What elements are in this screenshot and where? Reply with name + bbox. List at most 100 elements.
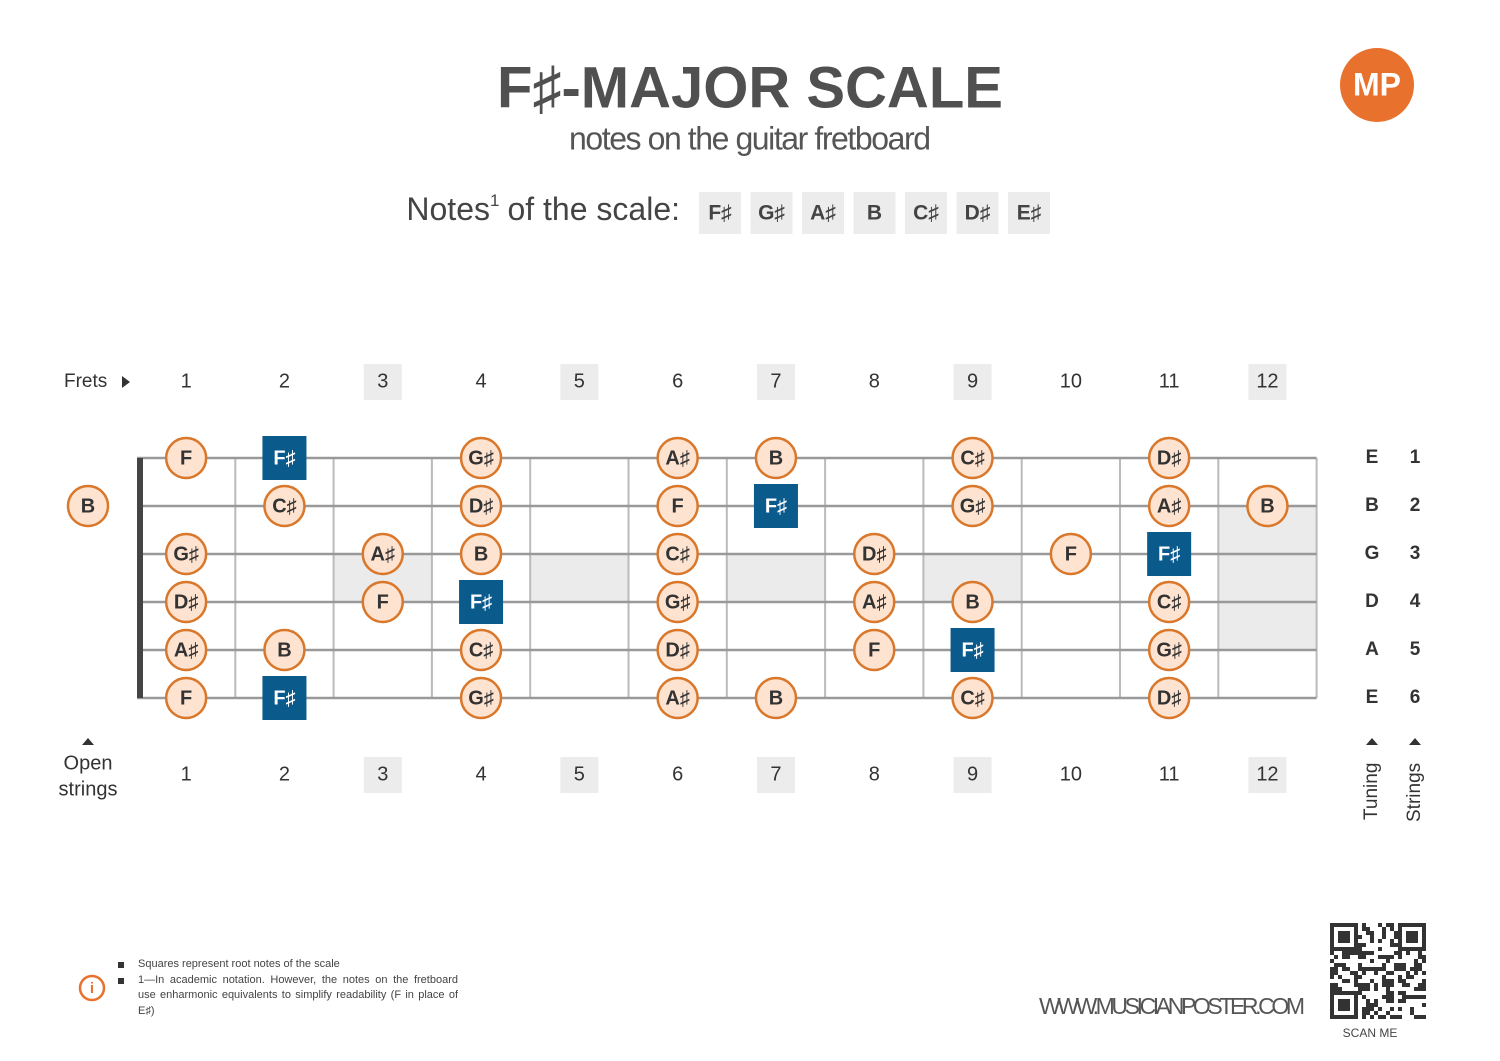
open-label: strings bbox=[59, 778, 118, 800]
qr-cell bbox=[1366, 999, 1370, 1003]
note-label: G♯ bbox=[468, 687, 494, 709]
fret-number-box bbox=[953, 364, 992, 400]
qr-cell bbox=[1406, 983, 1410, 987]
fret-number: 6 bbox=[672, 763, 683, 785]
qr-cell bbox=[1358, 975, 1362, 979]
fret-number-box bbox=[756, 757, 795, 793]
note-circle bbox=[656, 532, 699, 576]
qr-cell bbox=[1422, 1003, 1426, 1007]
qr-cell bbox=[1390, 983, 1394, 987]
note-circle bbox=[853, 628, 896, 672]
qr-cell bbox=[1382, 967, 1386, 971]
qr-cell bbox=[1358, 963, 1362, 967]
note-circle bbox=[951, 436, 994, 480]
qr-cell bbox=[1418, 955, 1422, 959]
note-label: G♯ bbox=[1156, 639, 1182, 661]
qr-cell bbox=[1398, 1007, 1402, 1011]
fret-number: 2 bbox=[279, 763, 290, 785]
qr-cell bbox=[1338, 987, 1342, 991]
note-label: F bbox=[180, 447, 192, 469]
qr-cell bbox=[1410, 967, 1414, 971]
qr-cell bbox=[1422, 987, 1426, 991]
note-circle bbox=[853, 532, 896, 576]
fret-number: 7 bbox=[770, 370, 781, 392]
qr-cell bbox=[1358, 935, 1362, 939]
qr-cell bbox=[1422, 955, 1426, 959]
qr-cell bbox=[1338, 975, 1342, 979]
note-label: B bbox=[277, 639, 291, 661]
qr-cell bbox=[1414, 971, 1418, 975]
qr-cell bbox=[1342, 963, 1346, 967]
qr-cell bbox=[1386, 995, 1390, 999]
fret-number: 4 bbox=[475, 763, 486, 785]
qr-cell bbox=[1422, 959, 1426, 963]
scale-note: G♯ bbox=[758, 202, 785, 225]
fret-number: 5 bbox=[574, 370, 585, 392]
scale-note: C♯ bbox=[913, 202, 939, 225]
qr-cell bbox=[1382, 931, 1386, 935]
qr-cell bbox=[1414, 1015, 1418, 1019]
note-label: G♯ bbox=[960, 495, 986, 517]
qr-cell bbox=[1330, 975, 1334, 979]
qr-cell bbox=[1398, 999, 1402, 1003]
note-circle bbox=[459, 484, 503, 528]
qr-cell bbox=[1390, 979, 1394, 983]
fret-number: 9 bbox=[967, 763, 978, 785]
qr-cell bbox=[1414, 987, 1418, 991]
note-circle bbox=[754, 676, 798, 720]
qr-finder bbox=[1398, 923, 1426, 951]
qr-cell bbox=[1334, 955, 1338, 959]
open-arrow bbox=[82, 738, 94, 745]
qr-cell bbox=[1394, 963, 1398, 967]
qr-cell bbox=[1366, 927, 1370, 931]
qr-cell bbox=[1370, 935, 1374, 939]
qr-cell bbox=[1398, 967, 1402, 971]
inlay bbox=[530, 554, 629, 602]
qr-cell bbox=[1386, 983, 1390, 987]
qr-cell bbox=[1374, 1003, 1378, 1007]
qr-cell bbox=[1378, 1007, 1382, 1011]
qr-cell bbox=[1398, 991, 1402, 995]
bullet bbox=[118, 978, 124, 984]
qr-cell bbox=[1342, 979, 1346, 983]
qr-cell bbox=[1346, 955, 1350, 959]
qr-cell bbox=[1406, 975, 1410, 979]
qr-cell bbox=[1382, 983, 1386, 987]
qr-cell bbox=[1402, 963, 1406, 967]
qr-cell bbox=[1414, 963, 1418, 967]
qr-cell bbox=[1382, 1015, 1386, 1019]
qr-cell bbox=[1342, 967, 1346, 971]
qr-cell bbox=[1390, 1007, 1394, 1011]
qr-cell bbox=[1402, 983, 1406, 987]
qr-cell bbox=[1406, 971, 1410, 975]
root-label: F♯ bbox=[273, 447, 295, 469]
qr-cell bbox=[1366, 983, 1370, 987]
note-label: D♯ bbox=[1157, 447, 1181, 469]
qr-cell bbox=[1390, 943, 1394, 947]
qr-cell bbox=[1410, 975, 1414, 979]
qr-cell bbox=[1394, 943, 1398, 947]
qr-cell bbox=[1370, 959, 1374, 963]
qr-cell bbox=[1358, 991, 1362, 995]
qr-cell bbox=[1398, 975, 1402, 979]
qr-cell bbox=[1334, 971, 1338, 975]
side-arrows bbox=[1366, 738, 1421, 745]
qr-cell bbox=[1402, 979, 1406, 983]
qr-cell bbox=[1378, 967, 1382, 971]
qr-cell bbox=[1358, 951, 1362, 955]
inlay bbox=[1218, 506, 1317, 650]
qr-cell bbox=[1362, 983, 1366, 987]
note-label: B bbox=[474, 543, 488, 565]
fret-number: 6 bbox=[672, 370, 683, 392]
note-label: F bbox=[672, 495, 684, 517]
note-circle bbox=[164, 580, 208, 624]
qr-cell bbox=[1350, 971, 1354, 975]
qr-cell bbox=[1334, 967, 1338, 971]
note-label: G♯ bbox=[173, 543, 199, 565]
note-label: F bbox=[377, 591, 389, 613]
note-circle bbox=[1049, 532, 1093, 576]
qr-cell bbox=[1390, 955, 1394, 959]
open-label: Open bbox=[64, 752, 113, 774]
qr-cell bbox=[1330, 983, 1334, 987]
qr-cell bbox=[1354, 983, 1358, 987]
